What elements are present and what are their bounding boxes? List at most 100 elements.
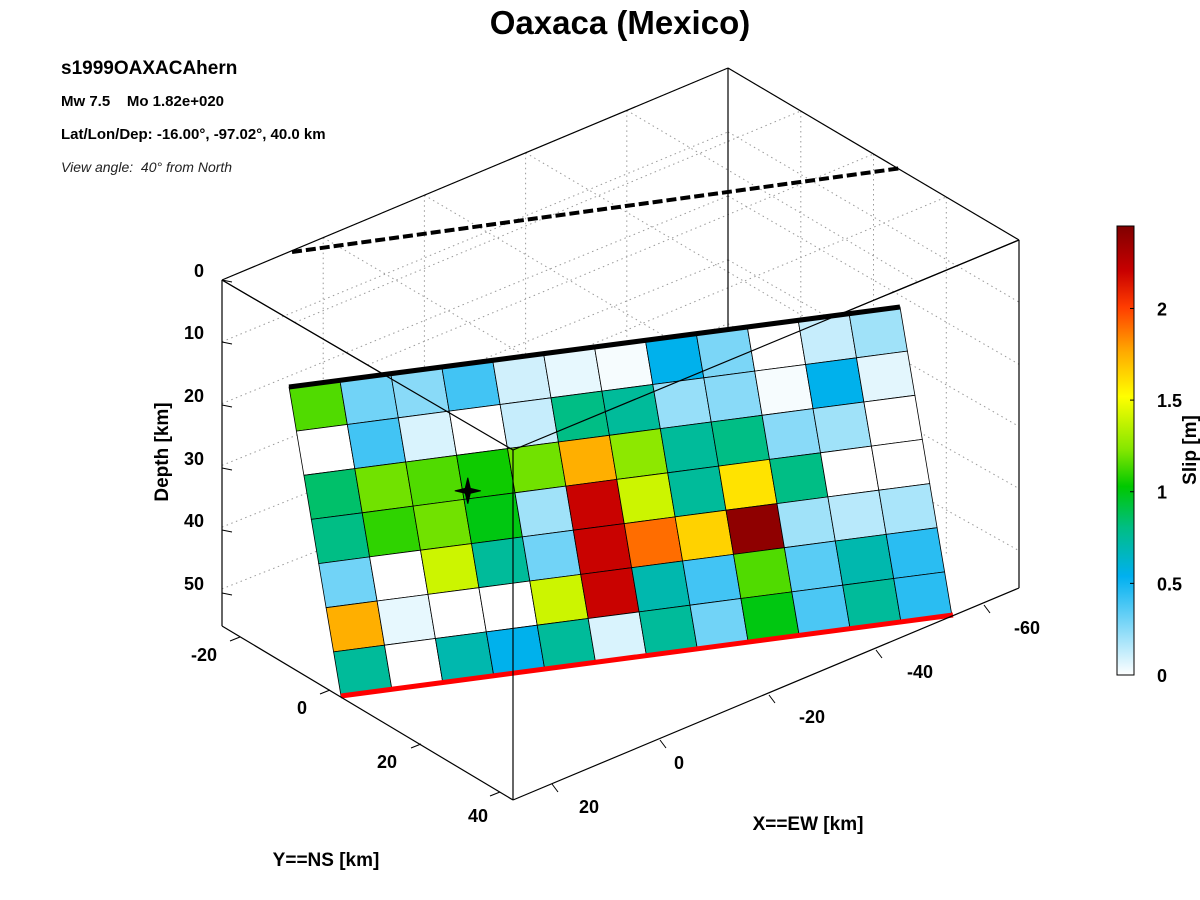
slip-patch [885, 527, 946, 579]
slip-patch [376, 593, 436, 646]
depth-tick-label: 30 [184, 449, 204, 469]
slip-patch [572, 523, 633, 575]
ew-tick-mark [768, 694, 776, 704]
fault-plane [288, 306, 953, 697]
colorbar-tick-label: 1 [1157, 483, 1167, 503]
fault-bottom-edge [340, 612, 954, 699]
slip-patch [471, 536, 531, 589]
depth-tick-label: 20 [184, 386, 204, 406]
colorbar-tick-label: 1.5 [1157, 391, 1182, 411]
slip-patch [769, 452, 829, 505]
slip-patch [718, 458, 778, 511]
slip-patch [397, 410, 458, 463]
depth-tick-mark [221, 467, 233, 471]
ns-tick-label: 20 [377, 752, 397, 772]
slip-patch [354, 461, 414, 514]
ns-tick-mark [319, 689, 331, 695]
slip-patch [521, 529, 582, 582]
slip-patch [427, 587, 487, 639]
ns-tick-mark [410, 743, 422, 749]
slip-patch [295, 424, 356, 476]
slip-patch [674, 509, 734, 562]
slip-patch [703, 370, 763, 423]
colorbar-gradient [1116, 225, 1135, 676]
slip-patch [682, 553, 742, 606]
slip-patch [631, 560, 691, 613]
event-id: s1999OAXACAhern [61, 58, 237, 79]
slip-patch [529, 573, 589, 626]
ew-tick-mark [551, 783, 559, 793]
depth-axis: 0 10 20 30 40 50 [184, 261, 233, 596]
ew-axis: -60 -40 -20 0 20 [551, 604, 1040, 817]
slip-patch [820, 445, 880, 498]
surface-trace-line [291, 166, 903, 254]
fault-top-edge [288, 304, 901, 390]
slip-patch [557, 434, 618, 487]
slip-patch [652, 377, 712, 430]
colorbar-tick-label: 0.5 [1157, 574, 1182, 594]
colorbar-label: Slip [m] [1180, 415, 1200, 485]
colorbar-tick-label: 0 [1157, 666, 1167, 686]
box-front-edges [221, 239, 1020, 801]
slip-patch [369, 549, 429, 602]
slip-patch [325, 600, 385, 653]
slip-patch [783, 540, 844, 593]
slip-patch [856, 350, 916, 403]
depth-tick-mark [221, 341, 233, 345]
slip-patch [507, 441, 567, 494]
slip-patch [827, 489, 887, 542]
slip-patch [303, 468, 363, 520]
ns-tick-label: -20 [191, 645, 217, 665]
slip-patch [420, 543, 480, 595]
slip-patch [710, 414, 770, 467]
ew-tick-mark [875, 649, 883, 659]
slip-patch [463, 492, 523, 545]
slip-patch [608, 428, 669, 480]
chart-title: Oaxaca (Mexico) [490, 4, 750, 41]
slip-patch [361, 505, 421, 558]
slip-patch [878, 483, 938, 535]
colorbar: 0 0.5 1 1.5 2 [1116, 225, 1182, 686]
slip-patch [499, 397, 559, 450]
slip-patch [754, 364, 814, 416]
slip-patch [863, 394, 923, 447]
slip-patch [725, 503, 785, 555]
slip-patch [550, 390, 610, 443]
ew-tick-label: -20 [799, 707, 825, 727]
ew-tick-label: 0 [674, 753, 684, 773]
slip-patch [667, 465, 727, 518]
depth-tick-label: 50 [184, 574, 204, 594]
slip-patch [623, 516, 684, 569]
ew-tick-label: 20 [579, 797, 599, 817]
depth-tick-label: 0 [194, 261, 204, 281]
ns-axis: -20 0 20 40 [191, 636, 501, 826]
slip-patch [412, 498, 472, 551]
slip-patch [478, 580, 538, 633]
ns-tick-label: 40 [468, 806, 488, 826]
slip-patch [733, 547, 793, 599]
ns-tick-mark [489, 791, 501, 797]
depth-tick-mark [221, 279, 233, 283]
slip-patch [805, 357, 865, 410]
slip-patch [616, 472, 676, 525]
colorbar-tick-label: 2 [1157, 299, 1167, 319]
magnitude-line: Mw 7.5 Mo 1.82e+020 [61, 93, 224, 110]
ew-tick-label: -60 [1014, 618, 1040, 638]
ew-tick-mark [983, 604, 991, 614]
ns-tick-mark [229, 636, 241, 642]
slip-patch [870, 438, 931, 491]
depth-tick-mark [221, 404, 233, 408]
ns-axis-label: Y==NS [km] [273, 850, 380, 871]
slip-patch [761, 408, 821, 460]
slip-patch [776, 496, 836, 549]
hypocenter-star [454, 477, 481, 504]
slip-patch [318, 556, 378, 609]
depth-axis-label: Depth [km] [152, 402, 173, 501]
depth-tick-mark [221, 592, 233, 596]
depth-tick-mark [221, 529, 233, 533]
slip-patch [834, 533, 895, 586]
slip-patch [405, 454, 465, 507]
ns-tick-label: 0 [297, 698, 307, 718]
location-line: Lat/Lon/Dep: -16.00°, -97.02°, 40.0 km [61, 126, 326, 143]
